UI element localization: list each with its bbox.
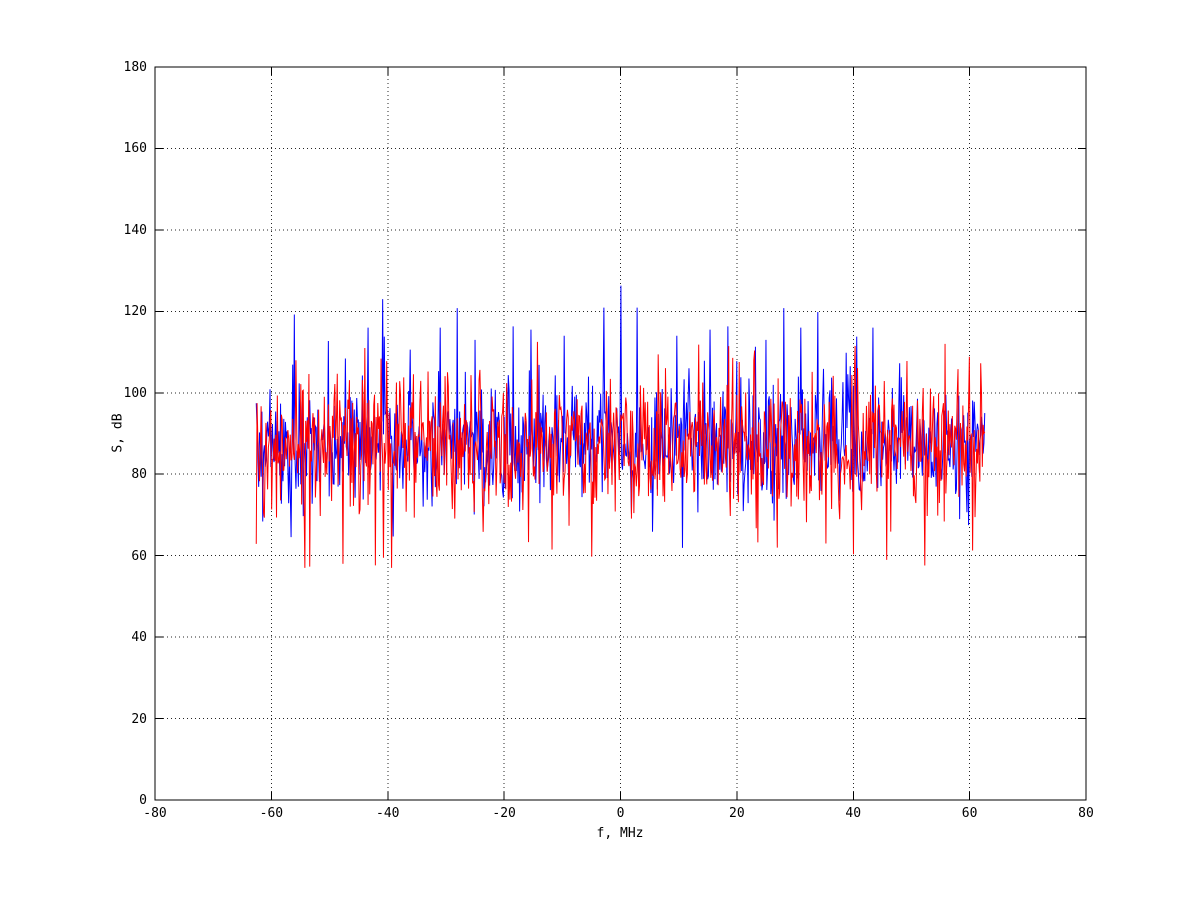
x-axis-label: f, MHz [596,826,644,841]
y-tick-label: 60 [131,548,147,564]
y-tick-label: 40 [131,630,147,646]
y-tick-label: 140 [123,222,147,238]
y-tick-label: 80 [131,467,147,483]
x-tick-label: -20 [492,806,516,821]
x-tick-label: 80 [1078,806,1094,821]
x-tick-label: -80 [143,806,167,821]
y-tick-label: 100 [123,385,147,401]
x-tick-label: -40 [376,806,400,821]
x-tick-label: 0 [616,806,625,821]
x-tick-label: 60 [961,806,978,821]
x-tick-label: 40 [845,806,862,821]
y-tick-label: 20 [131,711,147,727]
y-tick-label: 0 [139,793,147,808]
y-tick-label: 120 [123,304,147,320]
y-axis-label: S, dB [110,413,126,453]
x-tick-label: 20 [729,806,745,821]
y-tick-label: 160 [123,141,147,157]
y-tick-label: 180 [123,60,147,75]
x-tick-label: -60 [259,806,284,821]
